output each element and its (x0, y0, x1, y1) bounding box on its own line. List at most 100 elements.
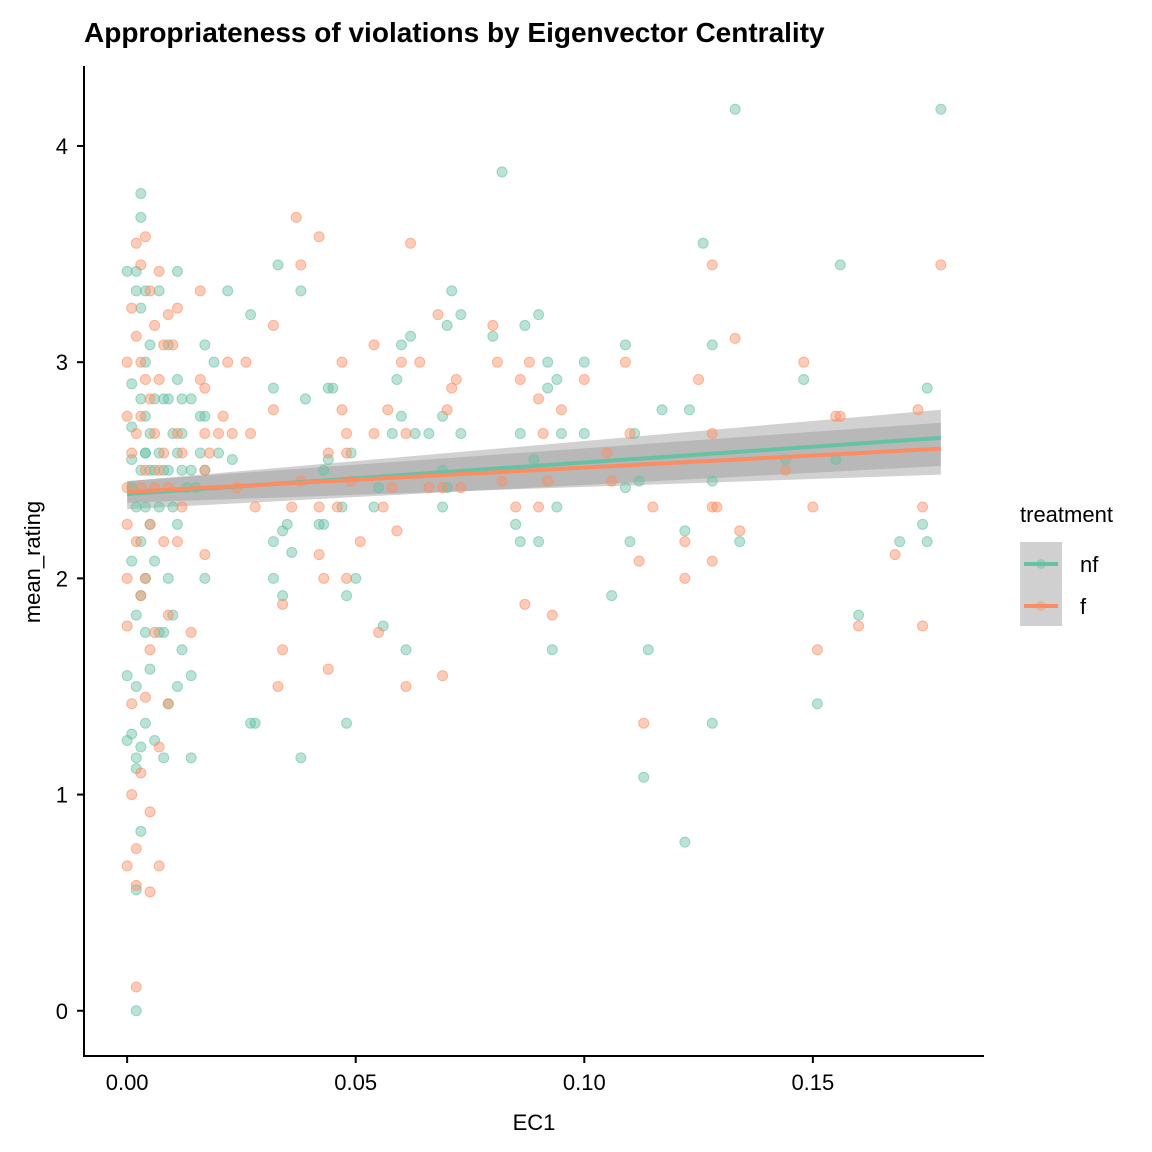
point-f (171, 302, 183, 314)
point-nf (213, 447, 225, 459)
y-tick-label: 1 (56, 783, 68, 808)
point-nf (405, 330, 417, 342)
point-f (706, 259, 718, 271)
point-f (162, 309, 174, 321)
point-nf (373, 482, 385, 494)
point-f (619, 356, 631, 368)
ci-band-nf (127, 409, 941, 510)
point-f (126, 302, 138, 314)
point-nf (162, 393, 174, 405)
y-tick-label: 0 (56, 999, 68, 1024)
point-nf (624, 536, 636, 548)
point-f (437, 482, 449, 494)
y-axis-ticks: 0 1 2 3 4 (56, 134, 84, 1024)
point-f (487, 319, 499, 331)
point-nf (139, 447, 151, 459)
point-nf (496, 166, 508, 178)
point-nf (153, 285, 165, 297)
point-f (267, 319, 279, 331)
point-nf (706, 339, 718, 351)
point-nf (446, 285, 458, 297)
point-nf (395, 410, 407, 422)
point-nf (144, 339, 156, 351)
point-f (126, 789, 138, 801)
point-f (130, 237, 142, 249)
point-f (578, 373, 590, 385)
point-f (537, 428, 549, 440)
point-nf (139, 626, 151, 638)
point-nf (706, 717, 718, 729)
point-f (450, 373, 462, 385)
point-f (336, 356, 348, 368)
x-tick-label: 0.05 (334, 1070, 377, 1095)
point-f (194, 373, 206, 385)
point-nf (199, 410, 211, 422)
point-f (341, 428, 353, 440)
point-f (130, 428, 142, 440)
point-f (523, 356, 535, 368)
point-nf (391, 373, 403, 385)
point-f (638, 717, 650, 729)
point-f (121, 620, 133, 632)
point-f (368, 339, 380, 351)
data-points (121, 103, 947, 1017)
point-f (153, 373, 165, 385)
point-f (199, 464, 211, 476)
point-nf (277, 590, 289, 602)
x-axis-ticks: 0.00 0.05 0.10 0.15 (106, 1056, 834, 1095)
point-f (121, 518, 133, 530)
point-f (395, 356, 407, 368)
legend: treatment nf f (1020, 502, 1113, 626)
point-nf (533, 309, 545, 321)
point-f (455, 482, 467, 494)
point-f (446, 382, 458, 394)
point-nf (185, 393, 197, 405)
point-nf (327, 382, 339, 394)
point-f (121, 410, 133, 422)
legend-title: treatment (1020, 502, 1113, 527)
point-f (149, 626, 161, 638)
point-f (144, 518, 156, 530)
point-f (290, 211, 302, 223)
point-nf (135, 741, 147, 753)
point-f (126, 698, 138, 710)
point-nf (798, 373, 810, 385)
point-f (432, 309, 444, 321)
point-nf (400, 644, 412, 656)
point-f (272, 680, 284, 692)
point-f (295, 259, 307, 271)
legend-label-nf: nf (1080, 552, 1099, 577)
point-nf (441, 319, 453, 331)
point-f (144, 806, 156, 818)
point-nf (606, 590, 618, 602)
point-f (834, 410, 846, 422)
point-f (331, 501, 343, 513)
point-nf (135, 211, 147, 223)
point-nf (542, 356, 554, 368)
point-f (533, 501, 545, 513)
point-f (798, 356, 810, 368)
point-f (811, 644, 823, 656)
point-f (130, 879, 142, 891)
point-f (912, 404, 924, 416)
point-f (144, 393, 156, 405)
point-nf (185, 464, 197, 476)
point-nf (267, 382, 279, 394)
point-nf (679, 525, 691, 537)
point-f (153, 741, 165, 753)
point-nf (409, 428, 421, 440)
point-f (382, 404, 394, 416)
point-nf (633, 475, 645, 487)
point-f (533, 393, 545, 405)
point-f (139, 691, 151, 703)
point-f (267, 404, 279, 416)
point-nf (185, 752, 197, 764)
point-f (322, 447, 334, 459)
point-f (139, 464, 151, 476)
point-f (139, 572, 151, 584)
point-f (130, 536, 142, 548)
point-nf (834, 259, 846, 271)
point-nf (130, 285, 142, 297)
point-f (185, 626, 197, 638)
